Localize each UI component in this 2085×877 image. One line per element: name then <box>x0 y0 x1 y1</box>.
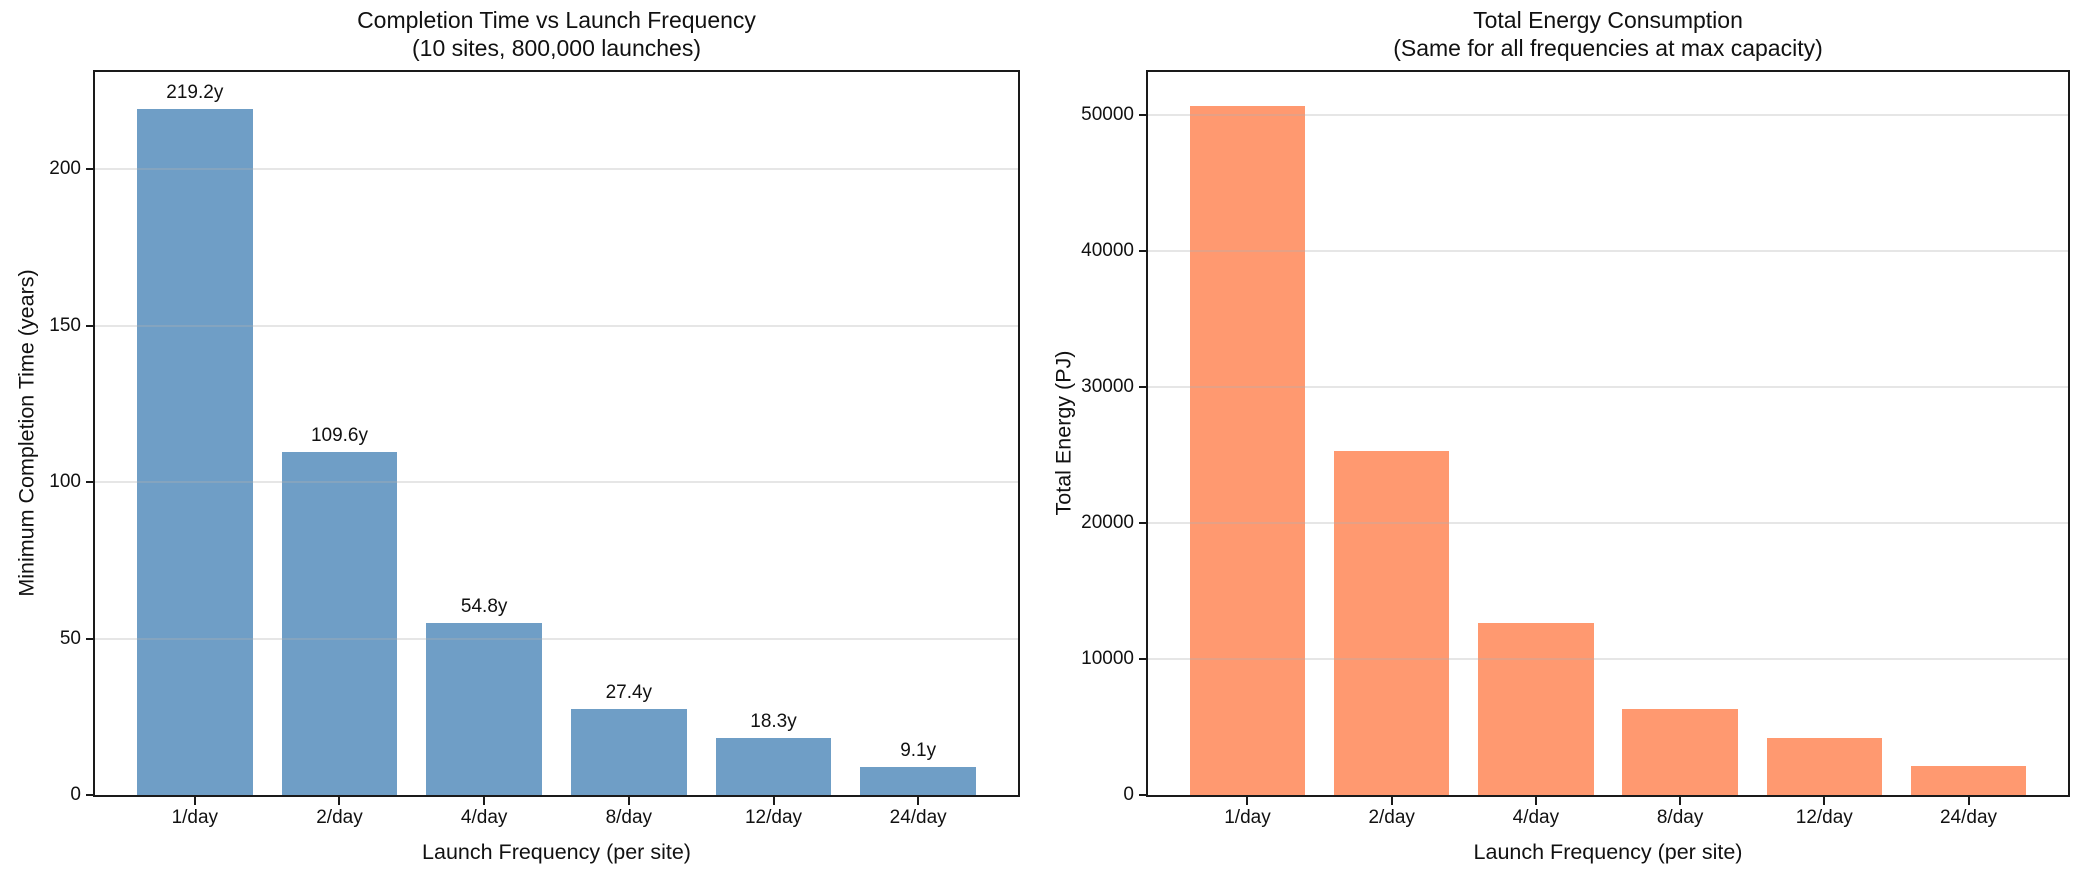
y-tick <box>1139 249 1148 252</box>
x-tick-label: 2/day <box>1368 807 1415 828</box>
bar-12/day <box>715 737 832 795</box>
x-tick-label: 1/day <box>1224 807 1271 828</box>
y-tick-label: 50000 <box>1081 103 1134 125</box>
bar-8/day <box>570 709 687 795</box>
x-tick <box>338 797 341 805</box>
y-tick-label: 0 <box>70 784 81 805</box>
x-tick <box>1679 797 1682 805</box>
y-tick-label: 10000 <box>1081 647 1134 669</box>
y-tick-label: 40000 <box>1081 239 1134 261</box>
bar-4/day <box>1478 622 1594 795</box>
y-tick <box>1139 113 1148 116</box>
chart-title: Total Energy Consumption (Same for all f… <box>1146 6 2070 62</box>
x-tick <box>627 797 630 805</box>
x-tick-label: 8/day <box>605 807 653 828</box>
x-tick <box>483 797 486 805</box>
y-tick <box>86 794 95 796</box>
y-tick-label: 20000 <box>1081 511 1134 533</box>
bar-value-label: 219.2y <box>166 81 224 103</box>
y-tick <box>1139 385 1148 388</box>
chart-title: Completion Time vs Launch Frequency (10 … <box>93 6 1020 62</box>
x-tick-label: 8/day <box>1656 807 1704 828</box>
y-tick-label: 200 <box>49 158 81 180</box>
x-tick <box>1823 797 1826 805</box>
plot-area: 1/day 2/day 4/day 8/day 12/day 24/day 0 10000 20… <box>1081 70 2070 828</box>
y-tick-label: 0 <box>1123 784 1134 805</box>
x-tick-label: 4/day <box>460 807 508 828</box>
x-tick-label: 4/day <box>1512 807 1560 828</box>
bar-value-label: 54.8y <box>460 596 508 618</box>
bar-2/day <box>281 451 398 795</box>
bar-value-label: 27.4y <box>605 682 653 704</box>
x-tick <box>1246 797 1249 805</box>
x-tick <box>772 797 775 805</box>
bar-24/day <box>860 766 977 795</box>
bar-12/day <box>1766 737 1882 795</box>
x-axis-label: Launch Frequency (per site) <box>1473 840 1743 864</box>
bar-24/day <box>1910 766 2027 795</box>
x-tick-label: 2/day <box>316 807 363 828</box>
x-tick-label: 1/day <box>171 807 219 828</box>
y-tick <box>1139 794 1148 796</box>
x-axis-label: Launch Frequency (per site) <box>422 840 691 864</box>
y-tick-label: 100 <box>49 471 81 492</box>
bar-4/day <box>426 623 543 795</box>
y-tick <box>86 324 95 327</box>
bar-value-label: 18.3y <box>750 710 797 732</box>
x-tick <box>193 797 196 805</box>
y-tick <box>1139 521 1148 524</box>
plot-area: 219.2y 1/day 109.6y 2/day 54.8y 4/day 27.4y 8/d… <box>49 70 1020 828</box>
x-tick <box>1534 797 1537 805</box>
bar-1/day <box>136 108 253 795</box>
x-tick <box>917 797 920 805</box>
bar-value-label: 109.6y <box>310 424 368 446</box>
chart-title-line2: (Same for all frequencies at max capacit… <box>1393 35 1823 61</box>
x-tick <box>1390 797 1393 805</box>
bar-8/day <box>1622 708 1738 795</box>
y-tick <box>86 481 95 483</box>
x-tick-label: 12/day <box>744 807 803 828</box>
x-tick-label: 12/day <box>1795 807 1853 828</box>
x-tick-label: 24/day <box>1939 807 1998 828</box>
y-tick-label: 50 <box>59 627 81 649</box>
bar-1/day <box>1189 106 1306 795</box>
y-tick <box>1139 657 1148 660</box>
chart-title-line1: Total Energy Consumption <box>1473 7 1743 33</box>
chart-title-line1: Completion Time vs Launch Frequency <box>357 7 756 33</box>
x-tick-label: 24/day <box>889 807 947 828</box>
chart-title-line2: (10 sites, 800,000 launches) <box>412 35 701 61</box>
bar-2/day <box>1334 450 1450 795</box>
y-tick-label: 150 <box>49 314 81 336</box>
y-tick <box>86 168 95 171</box>
bar-value-label: 9.1y <box>900 739 937 761</box>
y-tick <box>86 637 95 640</box>
y-tick-label: 30000 <box>1081 375 1134 397</box>
x-tick <box>1967 797 1970 805</box>
